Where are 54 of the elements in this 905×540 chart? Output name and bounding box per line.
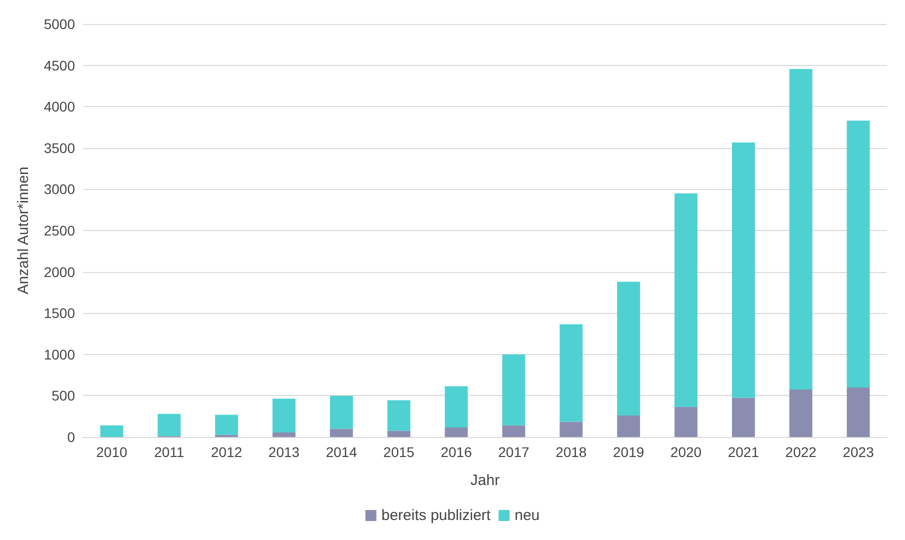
legend-label: bereits publiziert [381,507,492,524]
y-tick-label: 0 [67,429,76,445]
bar [444,386,468,428]
bar [674,406,698,437]
bar [560,422,583,437]
y-tick-label: 4500 [44,57,76,74]
y-tick-label: 5000 [44,16,76,32]
y-tick-label: 1500 [44,305,76,322]
bar [158,414,181,436]
bar [444,428,468,437]
bar [502,354,526,426]
x-tick-label: 2016 [440,444,472,460]
bar [732,398,755,437]
y-tick-label: 3500 [44,140,76,156]
x-tick-label: 2015 [383,444,415,460]
x-tick-label: 2017 [498,444,530,460]
y-tick-label: 1000 [44,346,76,362]
y-tick-label: 2500 [44,222,76,238]
x-tick-label: 2023 [842,444,874,460]
bar [674,193,698,407]
bar [732,142,755,398]
bar [330,396,353,429]
bar [215,414,238,435]
x-tick-label: 2018 [556,444,587,460]
bar [387,400,410,431]
x-tick-label: 2011 [154,444,184,460]
legend-label: neu [514,507,540,524]
bar [789,69,812,390]
bar [272,432,296,437]
x-axis-title: Jahr [470,472,500,489]
bar [100,425,124,437]
y-tick-label: 500 [52,388,76,404]
bar [502,425,526,437]
x-tick-label: 2014 [326,444,358,460]
y-axis-title: Anzahl Autor*innen [15,166,32,294]
x-tick-label: 2021 [728,444,760,460]
y-tick-label: 2000 [44,264,76,280]
bar [387,430,410,437]
bar [272,398,296,432]
x-tick-label: 2020 [670,444,702,460]
bar [560,324,583,422]
x-tick-label: 2010 [96,444,128,460]
x-tick-label: 2022 [785,444,817,460]
bar [617,282,640,416]
bar [330,428,353,437]
x-tick-label: 2013 [268,444,300,460]
bar [846,387,870,437]
bar [617,416,640,437]
x-tick-label: 2012 [210,444,242,460]
bar [846,120,870,388]
x-tick-label: 2019 [612,444,644,460]
y-tick-label: 4000 [44,98,76,115]
y-tick-label: 3000 [44,181,76,198]
bar [789,390,812,437]
